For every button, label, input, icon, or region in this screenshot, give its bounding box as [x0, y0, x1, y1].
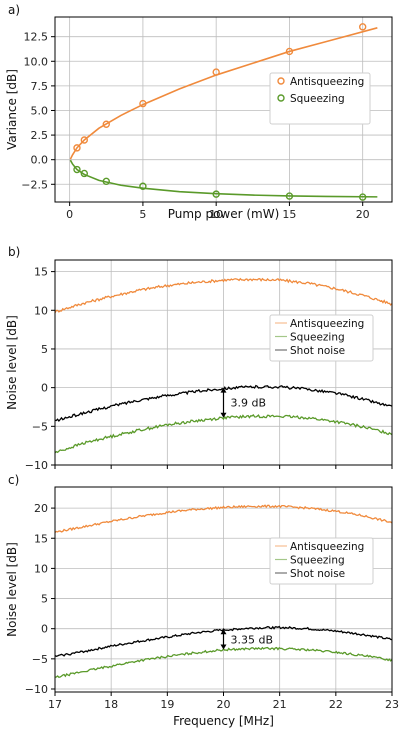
- y-tick-label: −5: [32, 653, 48, 666]
- x-tick-label: 22: [329, 698, 343, 711]
- data-point-antisqueezing: [285, 47, 294, 56]
- axes-frame: [54, 16, 393, 203]
- x-tick-label: 15: [282, 208, 296, 221]
- fit-line-antisqueezing: [69, 27, 378, 160]
- data-point-antisqueezing: [212, 68, 220, 76]
- legend-label: Squeezing: [290, 332, 345, 344]
- y-tick-label: −10: [25, 683, 48, 696]
- legend-box: [269, 72, 371, 125]
- y-tick-label: 10: [34, 304, 48, 317]
- y-tick-label: 7.5: [31, 80, 49, 93]
- y-tick-label: 5: [41, 343, 48, 356]
- x-tick-label: 5: [139, 208, 146, 221]
- legend-label: Antisqueezing: [290, 76, 364, 88]
- legend-label: Squeezing: [290, 93, 345, 105]
- x-tick-label: 19: [160, 698, 174, 711]
- data-point-antisqueezing: [358, 23, 367, 31]
- y-tick-label: 10: [34, 562, 48, 575]
- panel-a: a) −2.5 0.0 2.5 5.0 7.5 10.0 12.5 0 5 10 15 20 Pump p…: [5, 3, 393, 221]
- legend-label: Shot noise: [290, 568, 345, 580]
- y-tick-label: 0: [41, 382, 48, 395]
- data-point-squeezing: [212, 190, 220, 198]
- data-point-antisqueezing: [139, 99, 147, 108]
- y-tick-label: 5: [41, 593, 48, 606]
- data-point-squeezing: [139, 182, 147, 190]
- data-point-squeezing: [80, 169, 89, 178]
- legend: Antisqueezing Squeezing: [269, 72, 371, 125]
- x-tick-label: 21: [273, 698, 287, 711]
- y-tick-label: 5.0: [31, 104, 49, 117]
- annotation-label: 3.35 dB: [231, 633, 274, 646]
- data-point-squeezing: [73, 165, 81, 174]
- panel-label: a): [8, 3, 20, 17]
- panel-label: c): [8, 473, 19, 487]
- x-tick-label: 23: [385, 698, 399, 711]
- panel-b: b) 3.9 dB −10 −5 0 5 10 15 Noise level [dB] Antis…: [5, 245, 393, 472]
- legend-label: Squeezing: [290, 555, 345, 567]
- x-axis-label: Pump power (mW): [168, 207, 280, 221]
- x-tick-label: 18: [104, 698, 118, 711]
- data-point-squeezing: [285, 192, 294, 200]
- panel-label: b): [8, 245, 20, 259]
- legend-marker: [277, 94, 285, 102]
- series-line-shot-noise: [55, 625, 392, 658]
- annotation-arrow-head-down: [220, 412, 227, 418]
- data-point-squeezing: [358, 193, 367, 201]
- y-axis-label: Noise level [dB]: [5, 542, 19, 637]
- x-tick-label: 0: [66, 208, 73, 221]
- legend-label: Shot noise: [290, 345, 345, 357]
- y-tick-label: −5: [32, 420, 48, 433]
- x-tick-label: 17: [48, 698, 62, 711]
- y-tick-label: 15: [34, 532, 48, 545]
- y-tick-label: −10: [25, 459, 48, 472]
- y-tick-label: 15: [34, 266, 48, 279]
- series-line-antisqueezing: [55, 277, 392, 314]
- data-point-antisqueezing: [80, 136, 89, 144]
- x-axis-label: Frequency [MHz]: [173, 714, 274, 728]
- x-tick-label: 20: [217, 698, 231, 711]
- legend-box: [269, 537, 374, 585]
- fit-line-squeezing: [69, 159, 378, 198]
- data-point-antisqueezing: [73, 144, 81, 152]
- legend-marker: [277, 77, 285, 85]
- y-axis-label: Noise level [dB]: [5, 315, 19, 410]
- x-tick-label: 10: [209, 208, 223, 221]
- panel-c: c) 3.35 dB −10 −5 0 5 10 15 20 17 18 19 20 21 22 23 Freq…: [5, 473, 399, 728]
- y-tick-label: 20: [34, 502, 48, 515]
- y-tick-label: 2.5: [31, 129, 49, 142]
- annotation-arrow-head-up: [220, 629, 227, 635]
- data-point-antisqueezing: [102, 120, 110, 128]
- plot-area: [69, 23, 378, 201]
- series-line-squeezing: [55, 413, 392, 454]
- annotation-arrow-head-down: [220, 644, 227, 650]
- annotation-label: 3.9 dB: [231, 397, 267, 410]
- legend-label: Antisqueezing: [290, 318, 364, 330]
- y-tick-label: 10.0: [24, 55, 49, 68]
- y-tick-label: −2.5: [21, 178, 48, 191]
- legend-label: Antisqueezing: [290, 541, 364, 553]
- y-tick-label: 0: [41, 623, 48, 636]
- x-tick-label: 20: [356, 208, 370, 221]
- y-axis-label: Variance [dB]: [5, 69, 19, 150]
- y-tick-label: 12.5: [24, 31, 49, 44]
- legend-box: [269, 314, 374, 362]
- y-tick-label: 0.0: [31, 154, 49, 167]
- series-line-antisqueezing: [55, 504, 392, 534]
- annotation-arrow-head-up: [220, 387, 227, 393]
- data-point-squeezing: [102, 177, 110, 186]
